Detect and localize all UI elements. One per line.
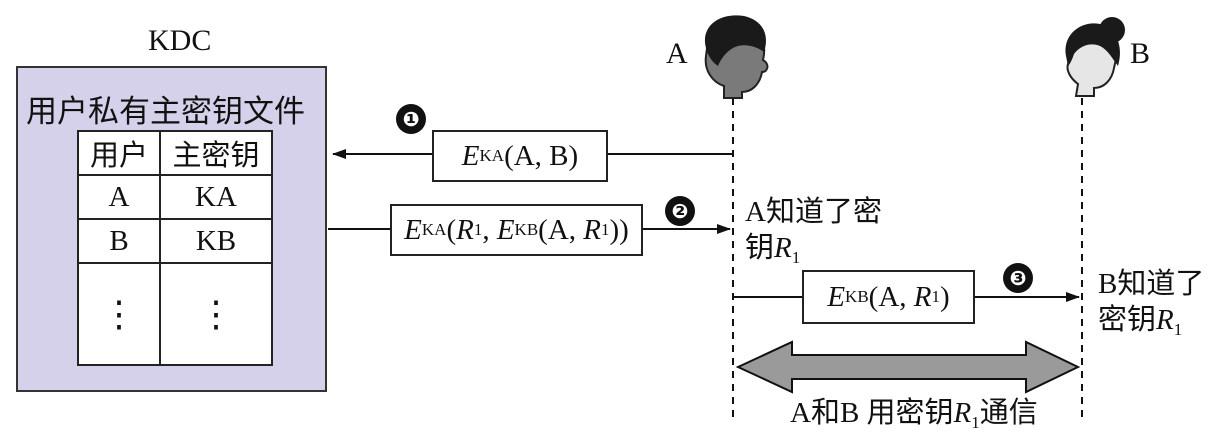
comm-prefix: A和B 用密钥 (790, 397, 954, 429)
b-knows-prefix: 密钥 (1098, 304, 1157, 336)
table-row: ⋮ ⋮ (77, 262, 273, 366)
b-knows-r: R (1156, 304, 1174, 336)
msg2-r-sub: 1 (473, 220, 483, 239)
table-header-row: 用户 主密钥 (77, 130, 273, 176)
msg3-r-sub: 1 (931, 287, 941, 306)
comm-r-sub: 1 (971, 413, 980, 432)
b-knows-line2: 密钥R1 (1098, 302, 1204, 348)
cell-user-b: B (77, 218, 161, 264)
msg3-r: R (913, 280, 932, 313)
msg2-close: )) (609, 213, 629, 246)
b-knows-key-note: B知道了 密钥R1 (1098, 266, 1204, 348)
msg2-r2: R (583, 213, 601, 246)
msg3-e: E (827, 280, 846, 313)
actor-a-label: A (666, 37, 688, 70)
msg2-args2-open: (A, (538, 213, 584, 246)
message-3-box: E KB (A, R 1) (802, 270, 975, 324)
msg2-open: ( (446, 213, 457, 246)
person-a-icon (704, 15, 769, 99)
message-2-box: E KA(R 1, E KB (A, R 1)) (390, 204, 643, 256)
msg2-e: E (404, 213, 422, 246)
a-knows-r: R (774, 232, 792, 264)
message-1-box: E KA (A, B) (432, 130, 608, 182)
cell-key-b: KB (159, 218, 273, 264)
person-b-icon (1065, 17, 1125, 97)
msg2-r: R (456, 213, 474, 246)
a-knows-line2: 钥R1 (745, 230, 882, 276)
table-row: A KA (77, 174, 273, 220)
msg1-args: (A, B) (504, 139, 579, 172)
step-2-badge: ❷ (665, 196, 695, 226)
user-key-table: 用户 主密钥 A KA B KB ⋮ ⋮ (77, 130, 273, 366)
kdc-title: KDC (148, 24, 212, 57)
b-knows-r-sub: 1 (1173, 320, 1183, 339)
cell-ellipsis-key: ⋮ (159, 262, 273, 366)
comm-r: R (953, 397, 972, 429)
comm-suffix: 通信 (979, 397, 1038, 429)
cell-user-a: A (77, 174, 161, 220)
msg2-e2: E (496, 213, 515, 246)
a-knows-line1: A知道了密 (745, 196, 882, 228)
msg2-sub: KA (421, 220, 447, 239)
actor-b-label: B (1130, 37, 1151, 70)
a-knows-key-note: A知道了密 钥R1 (745, 194, 882, 276)
b-knows-line1: B知道了 (1098, 268, 1205, 300)
msg1-sub: KA (479, 146, 505, 165)
header-user: 用户 (77, 130, 161, 176)
table-row: B KB (77, 218, 273, 264)
step-3-badge: ❸ (1003, 263, 1033, 293)
a-knows-r-sub: 1 (791, 248, 801, 267)
communication-double-arrow (735, 340, 1081, 394)
msg3-close: ) (940, 280, 950, 313)
cell-key-a: KA (159, 174, 273, 220)
msg3-open: (A, (868, 280, 914, 313)
msg3-sub: KB (845, 287, 869, 306)
step-1-badge: ❶ (396, 104, 426, 134)
msg2-sub2: KB (514, 220, 539, 239)
communication-label: A和B 用密钥R1通信 (790, 395, 1038, 441)
key-file-title: 用户私有主密钥文件 (26, 94, 305, 129)
header-master-key: 主密钥 (159, 130, 273, 176)
a-knows-prefix: 钥 (745, 232, 775, 264)
msg2-r2-sub: 1 (601, 220, 610, 239)
msg1-e: E (461, 139, 480, 172)
cell-ellipsis-user: ⋮ (77, 262, 161, 366)
msg2-mid: , (482, 213, 497, 246)
